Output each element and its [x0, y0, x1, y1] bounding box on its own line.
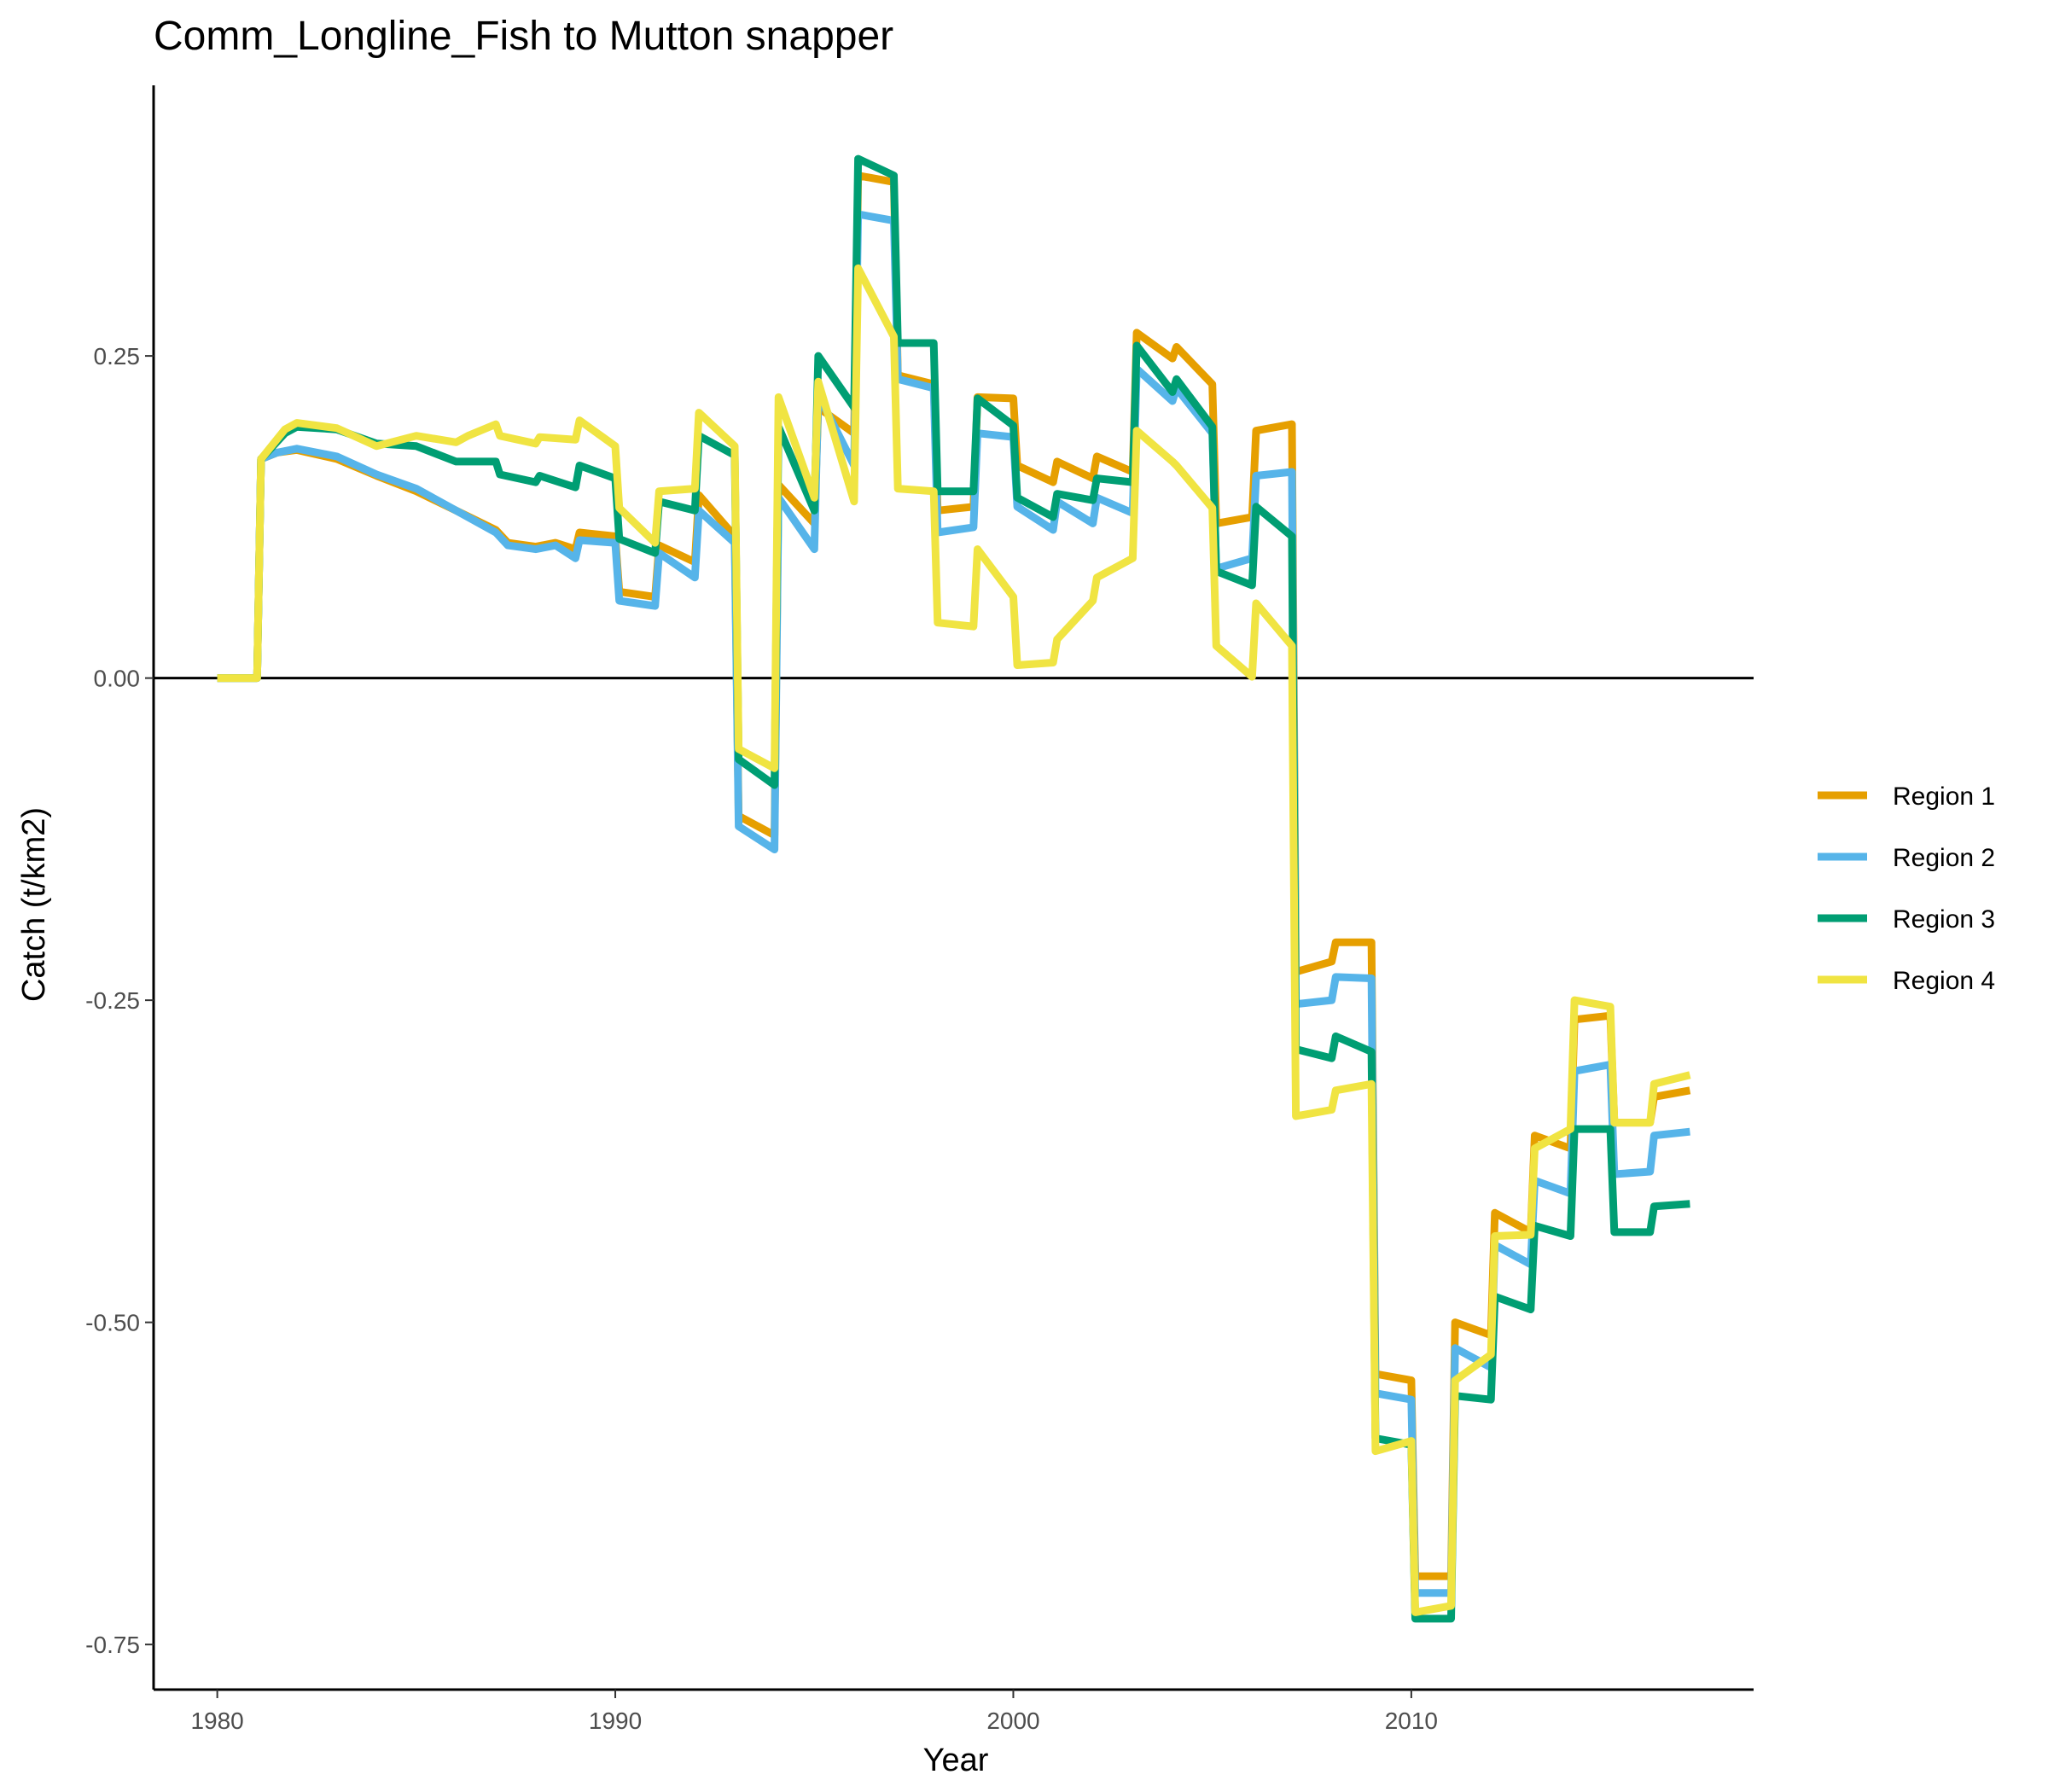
legend-label-region-4: Region 4 — [1893, 967, 1995, 995]
y-tick-label: -0.50 — [85, 1310, 140, 1336]
y-tick-label: 0.00 — [94, 666, 141, 692]
x-tick-label: 2010 — [1385, 1708, 1438, 1734]
series-line-region-3 — [217, 154, 1690, 1623]
axes-layer: -0.75 -0.50 -0.25 0.00 0.25 1980 1990 2000 2010 — [85, 85, 1754, 1734]
x-tick-label: 1980 — [190, 1708, 243, 1734]
series-line-region-4 — [217, 264, 1691, 1616]
legend-label-region-1: Region 1 — [1893, 783, 1995, 811]
x-tick-label: 1990 — [589, 1708, 642, 1734]
y-tick-label: -0.75 — [85, 1632, 140, 1658]
series-line-region-2 — [217, 210, 1690, 1597]
legend-label-region-2: Region 2 — [1893, 844, 1995, 872]
y-axis-title: Catch (t/km2) — [16, 807, 52, 1002]
legend-label-region-3: Region 3 — [1893, 905, 1995, 934]
y-tick-label: 0.25 — [94, 343, 141, 369]
legend: Region 1 Region 2 Region 3 Region 4 — [1818, 783, 1995, 995]
x-axis-title: Year — [923, 1743, 989, 1778]
x-tick-label: 2000 — [986, 1708, 1039, 1734]
y-tick-label: -0.25 — [85, 987, 140, 1014]
series-layer — [217, 154, 1691, 1623]
chart-title: Comm_Longline_Fish to Mutton snapper — [154, 14, 893, 59]
